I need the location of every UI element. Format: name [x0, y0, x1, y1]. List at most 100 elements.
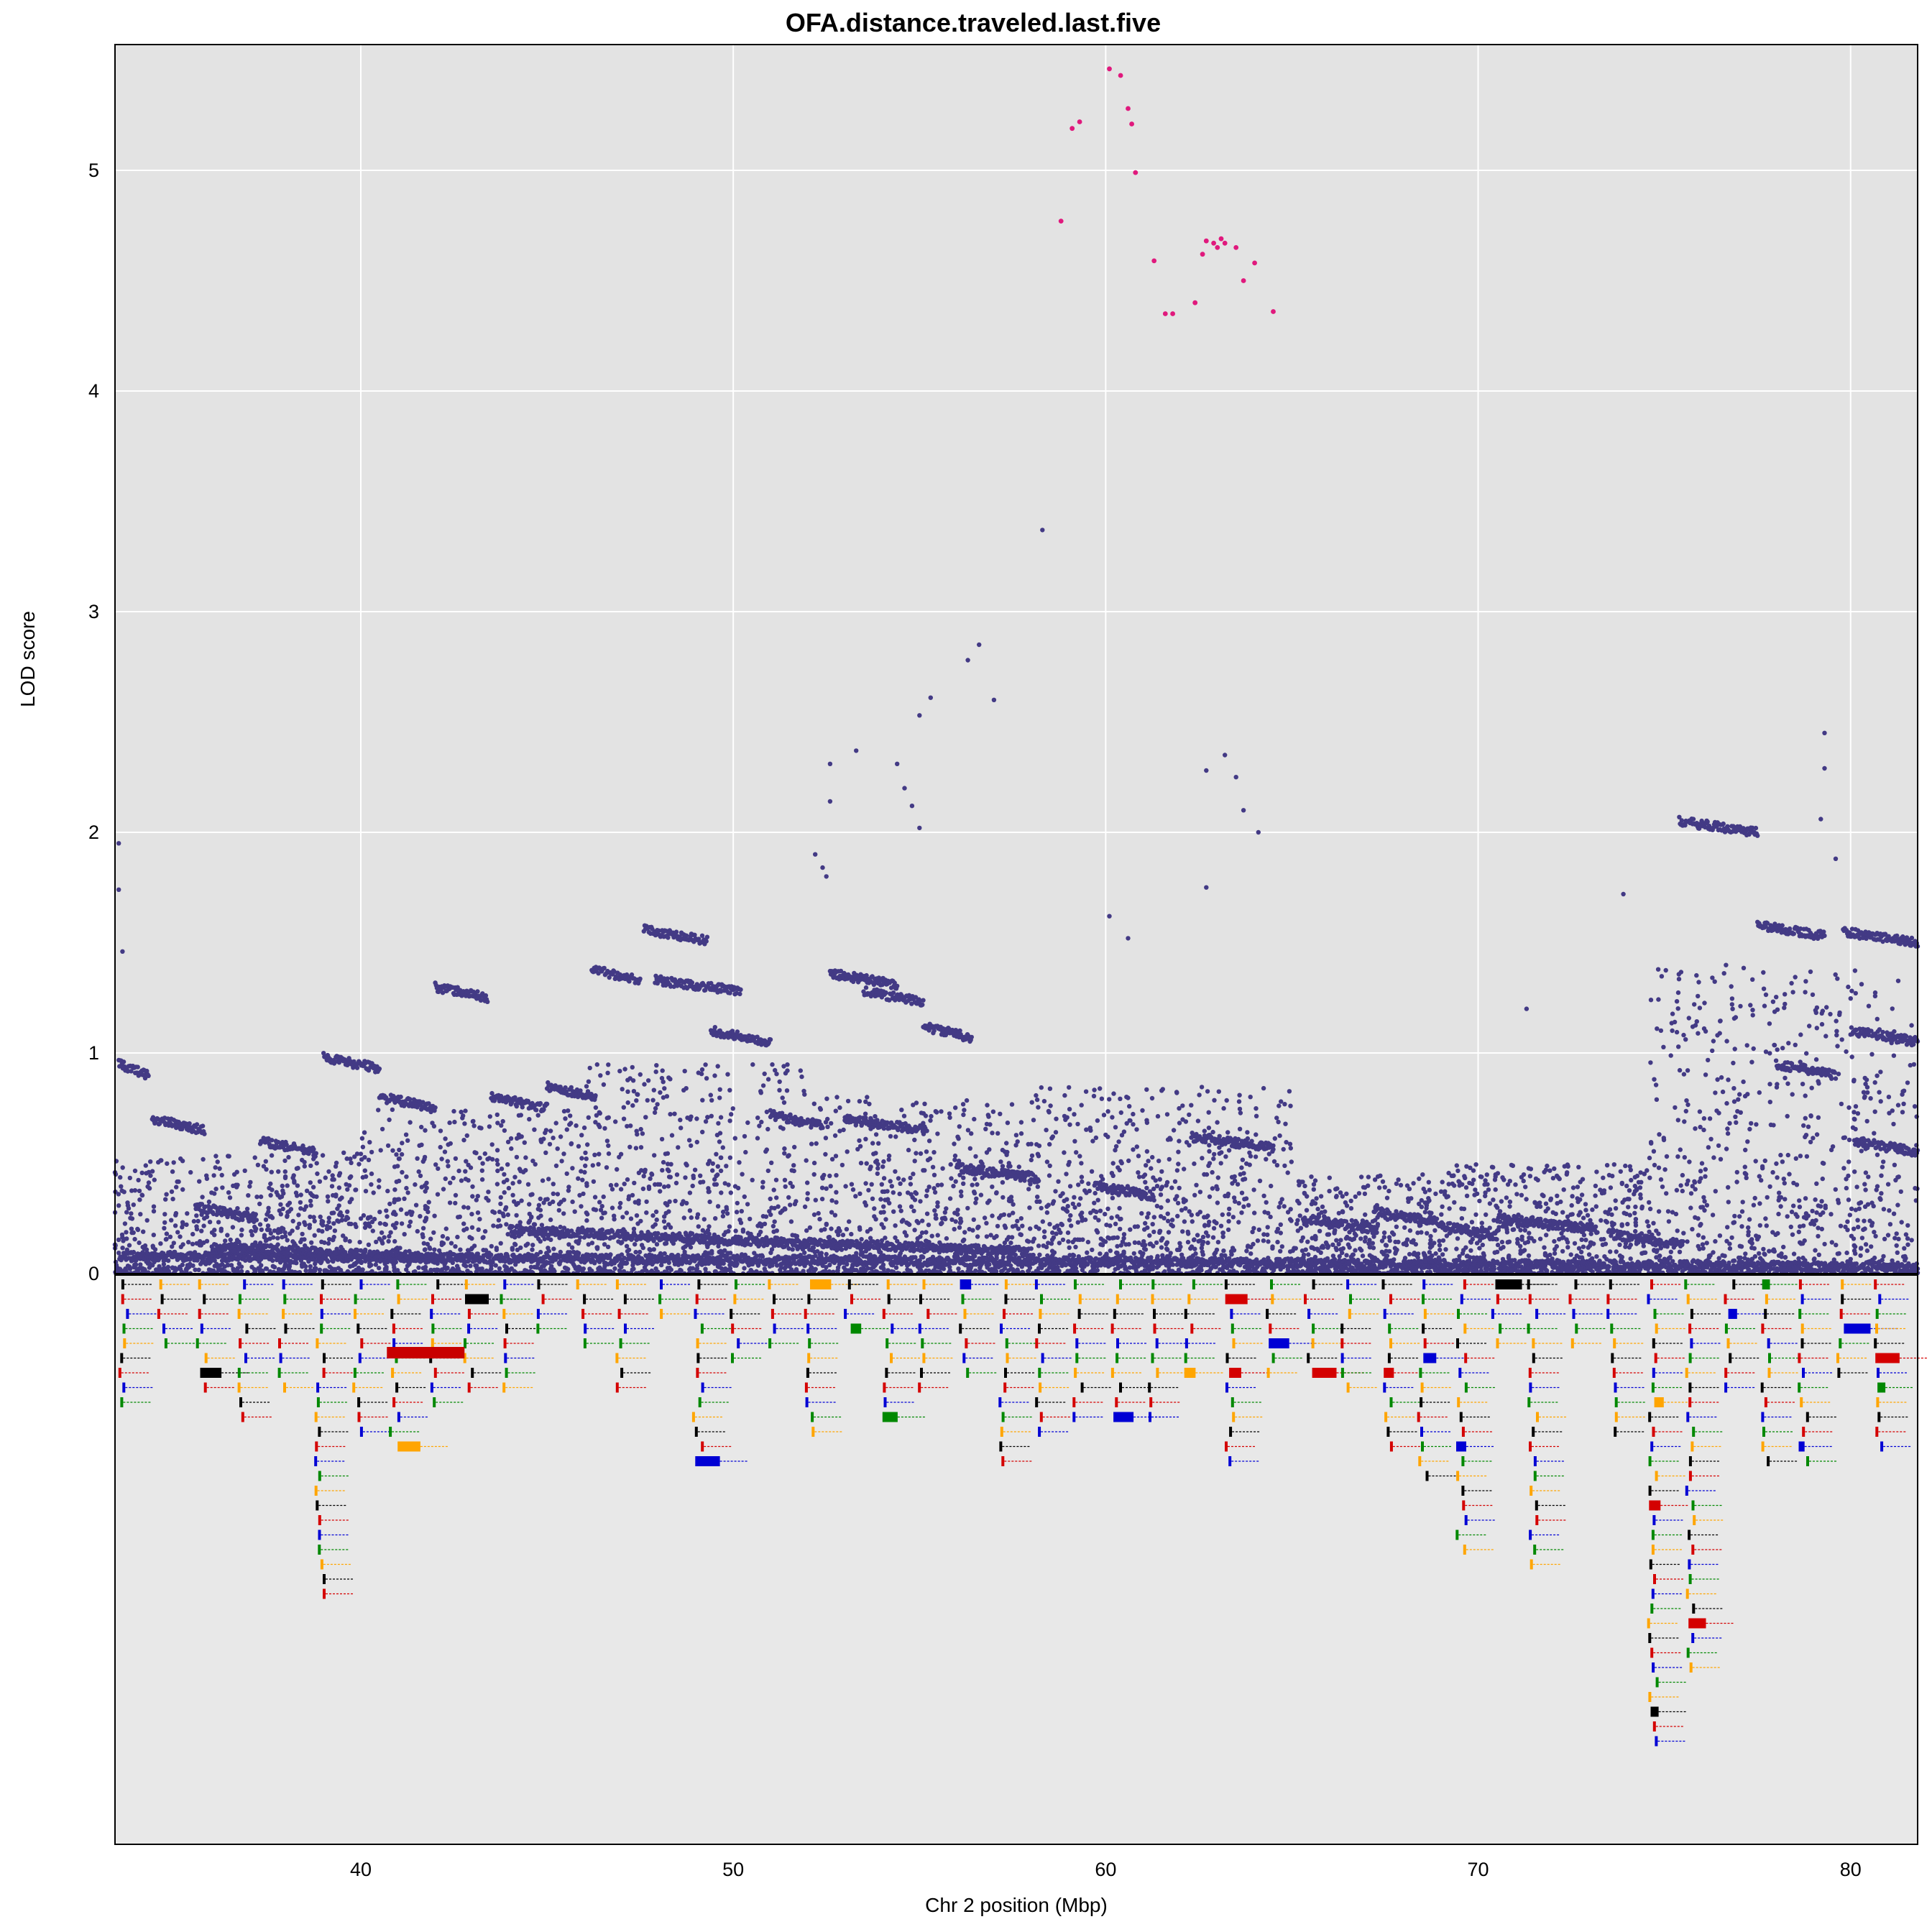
- lod-point: [667, 1199, 672, 1205]
- lod-point: [317, 1267, 323, 1273]
- lod-point: [302, 1207, 307, 1213]
- lod-point: [248, 1179, 253, 1185]
- lod-point: [819, 1228, 824, 1233]
- lod-point: [956, 1136, 961, 1141]
- lod-point: [953, 1105, 958, 1110]
- lod-point: [1373, 1218, 1378, 1223]
- lod-point: [814, 1141, 819, 1146]
- lod-point: [561, 1211, 566, 1216]
- lod-point: [1118, 1217, 1123, 1222]
- lod-point: [1633, 1204, 1638, 1210]
- lod-point: [1220, 1212, 1225, 1218]
- lod-point: [1036, 1144, 1042, 1149]
- lod-point: [1047, 1222, 1052, 1227]
- lod-point: [1493, 1174, 1498, 1179]
- lod-point: [186, 1240, 191, 1245]
- lod-point: [1005, 1121, 1011, 1126]
- lod-point: [126, 1243, 132, 1248]
- lod-point: [643, 1167, 648, 1173]
- lod-point: [666, 1184, 671, 1189]
- lod-point: [362, 1130, 367, 1135]
- lod-point: [1080, 1179, 1085, 1184]
- lod-point: [802, 1204, 808, 1210]
- lod-point: [275, 1230, 281, 1236]
- lod-point: [1105, 1109, 1110, 1114]
- lod-point: [1207, 1194, 1213, 1200]
- lod-point: [1114, 1250, 1119, 1256]
- lod-point: [220, 1185, 225, 1190]
- lod-point: [845, 1149, 850, 1154]
- lod-point: [1581, 1244, 1586, 1249]
- lod-point: [1479, 1220, 1484, 1225]
- lod-point: [805, 1197, 810, 1202]
- lod-point: [674, 1172, 680, 1177]
- lod-point: [716, 1243, 721, 1249]
- lod-point: [875, 1166, 880, 1171]
- lod-point: [998, 1159, 1003, 1164]
- lod-point: [213, 1154, 218, 1159]
- lod-point: [170, 1244, 175, 1249]
- lod-point: [1131, 1122, 1136, 1127]
- lod-point: [1044, 1128, 1049, 1133]
- lod-point: [548, 1128, 553, 1133]
- lod-point: [1570, 1185, 1576, 1190]
- lod-point: [1555, 1193, 1560, 1199]
- lod-point: [1229, 1252, 1234, 1257]
- lod-point: [811, 1172, 816, 1177]
- lod-point: [1491, 1164, 1496, 1170]
- lod-point: [538, 1267, 543, 1273]
- lod-point: [1099, 1096, 1105, 1101]
- lod-point: [1274, 1116, 1279, 1121]
- lod-point: [1110, 1195, 1116, 1201]
- lod-point: [1577, 1255, 1582, 1260]
- lod-point: [641, 1174, 646, 1179]
- lod-point: [654, 1242, 660, 1247]
- lod-point: [539, 1223, 545, 1228]
- lod-point: [1417, 1201, 1422, 1207]
- lod-point: [1353, 1194, 1358, 1200]
- lod-point: [121, 1236, 126, 1242]
- lod-point: [581, 1266, 586, 1271]
- lod-point: [518, 1169, 523, 1174]
- lod-point: [975, 1234, 980, 1239]
- lod-point: [859, 1237, 864, 1242]
- lod-point: [170, 1169, 175, 1174]
- lod-point: [1473, 1212, 1478, 1218]
- lod-point: [267, 1228, 272, 1233]
- lod-point: [165, 1161, 170, 1167]
- lod-point: [1627, 1164, 1632, 1169]
- lod-point: [809, 1141, 814, 1146]
- lod-point: [1214, 1247, 1220, 1253]
- lod-point: [1438, 1189, 1444, 1195]
- lod-point: [929, 1233, 934, 1238]
- lod-point: [1075, 1220, 1081, 1225]
- lod-point: [226, 1190, 231, 1195]
- lod-point: [1275, 1239, 1280, 1245]
- lod-point: [384, 1266, 389, 1271]
- lod-point: [1095, 1230, 1100, 1235]
- lod-point: [199, 1228, 204, 1233]
- lod-point: [1068, 1213, 1073, 1218]
- lod-point: [486, 1190, 491, 1195]
- lod-point: [505, 1232, 510, 1237]
- lod-point: [1144, 1087, 1149, 1092]
- lod-point: [1585, 1213, 1591, 1218]
- lod-point: [1000, 1195, 1006, 1200]
- lod-point: [1098, 1086, 1103, 1091]
- lod-point: [1172, 1179, 1178, 1184]
- lod-point: [1552, 1247, 1558, 1252]
- lod-point: [561, 1225, 567, 1230]
- lod-point: [1327, 1175, 1333, 1180]
- lod-point: [687, 1208, 693, 1213]
- lod-point: [1580, 1177, 1586, 1182]
- lod-point: [973, 1154, 978, 1159]
- lod-point: [1136, 1154, 1141, 1159]
- lod-point: [720, 1213, 726, 1219]
- lod-point: [701, 1179, 706, 1184]
- lod-point: [765, 1126, 770, 1132]
- lod-point: [451, 1175, 456, 1181]
- lod-point: [1197, 1092, 1202, 1098]
- lod-point: [579, 1204, 584, 1209]
- lod-point: [131, 1230, 136, 1236]
- lod-point: [1437, 1238, 1442, 1243]
